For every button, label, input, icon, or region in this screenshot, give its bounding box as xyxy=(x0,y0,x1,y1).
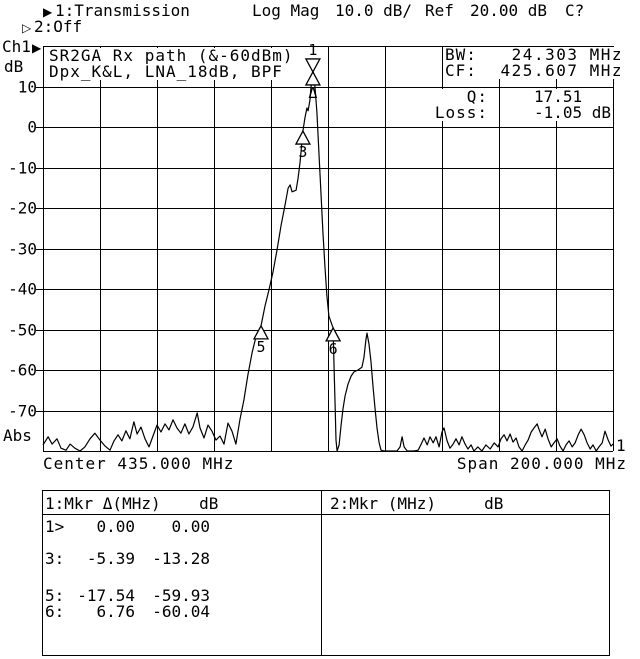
marker-row-6-id: 6: xyxy=(45,602,65,621)
marker-label-1: 1 xyxy=(308,41,317,59)
marker-table-2-header: 2:Mkr (MHz) dB xyxy=(330,494,504,513)
channel2-inactive-icon: ▷ xyxy=(22,21,32,35)
measurement-trace xyxy=(42,71,614,452)
format-label: Log Mag xyxy=(252,1,320,20)
marker-symbol-1 xyxy=(304,58,321,74)
marker-row-5-id: 5: xyxy=(45,586,65,605)
span-axis-label: Span 200.000 MHz xyxy=(456,454,627,473)
marker-row-1-freq: 0.00 xyxy=(96,517,135,536)
q-factor-value: 17.51 xyxy=(533,87,584,106)
scale-per-div-value: 10.0 dB/ xyxy=(335,1,413,20)
marker-label-3: 3 xyxy=(298,143,307,161)
marker-symbol-6 xyxy=(325,326,342,342)
center-frequency-axis-label: Center 435.000 MHz xyxy=(43,454,235,473)
bandwidth-value: 24.303 MHz xyxy=(480,47,624,63)
marker-label-6: 6 xyxy=(329,340,338,358)
marker-row-5-freq: -17.54 xyxy=(77,586,135,605)
marker-symbol-5 xyxy=(252,324,270,340)
loss-label: Loss: xyxy=(420,105,489,121)
marker-symbol-Δ xyxy=(304,70,321,86)
y-axis-tick-label: 10 xyxy=(18,78,37,97)
marker-table-header-rule xyxy=(43,514,609,515)
marker-row-3-freq: -5.39 xyxy=(86,549,135,568)
y-axis-tick-label: 0 xyxy=(27,118,37,137)
marker-table-divider xyxy=(321,491,322,655)
y-axis-tick-label: -20 xyxy=(8,199,37,218)
y-axis-tick-label: -70 xyxy=(8,402,37,421)
channel1-measurement-label: 1:Transmission xyxy=(55,1,190,20)
marker-row-3-db: -13.28 xyxy=(152,549,210,568)
measurement-title-line1: SR2GA Rx path (&-60dBm) xyxy=(48,46,295,65)
channel-indicator: Ch1 xyxy=(2,37,31,56)
marker-table: 1:Mkr Δ(MHz) dB 2:Mkr (MHz) dB 1> 0.00 0… xyxy=(42,490,610,656)
y-axis-tick-label: -10 xyxy=(8,159,37,178)
ref-label: Ref xyxy=(425,1,454,20)
channel-arrow-icon: ▶ xyxy=(32,41,42,55)
q-factor-label: Q: xyxy=(420,89,489,105)
center-frequency-value: 425.607 MHz xyxy=(480,63,624,79)
y-axis-tick-label: -50 xyxy=(8,321,37,340)
y-axis-abs-label: Abs xyxy=(3,426,32,445)
trace-number-indicator: 1 xyxy=(616,436,626,455)
marker-row-6-freq: 6.76 xyxy=(96,602,135,621)
marker-row-1-id: 1> xyxy=(45,517,65,536)
marker-row-3-id: 3: xyxy=(45,549,65,568)
marker-label-Δ: Δ xyxy=(308,84,317,102)
measurement-title-line2: Dpx_K&L, LNA_18dB, BPF xyxy=(48,62,284,81)
bandwidth-label: BW: xyxy=(444,45,478,64)
y-axis-tick-label: -40 xyxy=(8,280,37,299)
y-axis-tick-label: -30 xyxy=(8,240,37,259)
cal-status-indicator: C? xyxy=(565,1,585,20)
channel2-measurement-label: 2:Off xyxy=(34,17,83,36)
ref-level-value: 20.00 dB xyxy=(470,1,548,20)
channel1-active-icon: ▶ xyxy=(43,5,53,19)
y-axis-unit-label: dB xyxy=(4,57,24,76)
marker-table-1-header: 1:Mkr Δ(MHz) dB xyxy=(45,494,219,513)
marker-label-5: 5 xyxy=(257,338,266,356)
marker-row-5-db: -59.93 xyxy=(152,586,210,605)
marker-row-6-db: -60.04 xyxy=(152,602,210,621)
loss-value: -1.05 dB xyxy=(533,103,613,122)
y-axis-tick-label: -60 xyxy=(8,361,37,380)
marker-symbol-3 xyxy=(294,129,312,145)
center-frequency-label: CF: xyxy=(444,61,478,80)
marker-row-1-db: 0.00 xyxy=(171,517,210,536)
